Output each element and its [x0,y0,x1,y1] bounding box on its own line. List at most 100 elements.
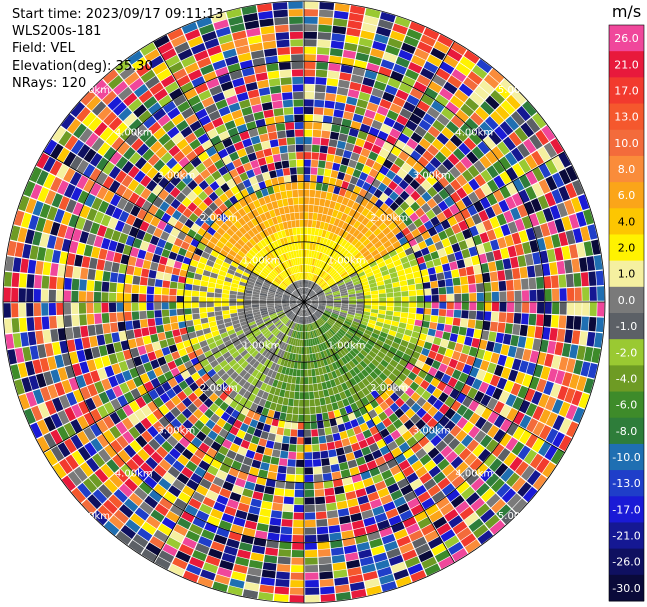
range-gate [276,322,283,329]
range-gate [252,491,264,501]
range-gate [310,331,314,339]
range-gate [324,288,331,293]
range-gate [294,307,300,314]
range-gate [375,339,384,347]
range-gate [112,454,126,468]
range-gate [451,475,465,489]
range-gate [593,255,603,271]
range-gate [337,350,344,359]
range-gate [246,425,256,435]
range-gate [203,436,214,447]
range-gate [341,230,349,239]
range-gate [306,316,309,324]
range-gate [311,300,319,302]
range-gate [567,302,575,316]
range-gate [189,425,200,437]
range-gate [405,408,416,419]
range-gate [290,383,296,392]
range-gate [565,165,578,182]
range-gate [398,133,410,144]
range-gate [558,401,571,417]
range-gate [404,247,414,256]
range-gate [378,293,387,298]
range-gate [369,336,378,343]
range-gate [416,307,424,315]
range-gate [385,169,396,180]
range-gate [421,320,430,328]
range-gate [316,175,324,183]
range-gate [365,201,375,211]
range-gate [538,441,552,457]
range-gate [407,278,415,286]
range-gate [164,411,176,423]
range-gate [144,476,158,489]
range-gate [360,335,369,343]
range-gate [186,563,202,576]
range-gate [358,463,369,473]
range-gate [379,265,388,273]
range-gate [386,458,398,469]
range-gate [304,302,311,304]
range-gate [286,466,296,475]
range-gate [174,498,188,511]
range-gate [216,567,232,578]
range-gate [391,226,401,236]
range-gate [317,39,331,48]
range-gate [291,550,304,558]
range-gate [402,466,415,478]
range-gate [301,309,304,317]
range-gate [356,232,364,241]
range-gate [304,152,312,160]
range-gate [275,403,283,412]
range-gate [505,167,519,181]
range-gate [240,360,249,369]
range-gate [316,54,329,63]
range-gate [505,393,517,407]
range-gate [304,392,310,400]
range-gate [310,235,315,243]
range-gate [331,471,342,480]
range-gate [356,415,366,425]
range-gate [346,135,357,145]
range-gate [534,326,543,339]
range-gate [491,146,504,160]
range-gate [450,179,462,191]
range-gate [477,530,494,545]
range-gate [290,337,295,346]
range-gate [383,278,392,285]
range-gate [312,243,317,251]
range-gate [440,339,449,348]
range-gate [369,498,382,509]
range-gate [194,419,205,431]
range-gate [403,448,415,459]
range-gate [294,354,299,362]
range-gate [561,216,573,231]
range-gate [524,154,538,170]
range-gate [320,351,326,359]
range-gate [358,549,373,559]
range-gate [444,508,459,522]
range-gate [413,325,422,333]
range-gate [262,562,277,571]
range-gate [420,424,432,436]
range-gate [368,362,377,371]
range-gate [489,374,501,387]
range-gate [408,167,419,179]
range-gate [177,454,189,466]
range-gate [461,284,469,294]
range-gate [472,444,485,457]
range-gate [431,302,439,309]
range-gate [341,303,349,307]
range-gate [545,396,557,411]
range-gate [304,264,306,272]
range-gate [369,260,378,268]
range-gate [171,430,184,442]
range-gate [565,182,577,199]
range-gate [271,337,278,345]
range-gate [288,345,293,353]
range-gate [407,222,417,232]
range-gate [379,526,393,538]
range-gate [304,129,313,137]
range-gate [559,418,572,434]
range-gate [565,273,574,288]
